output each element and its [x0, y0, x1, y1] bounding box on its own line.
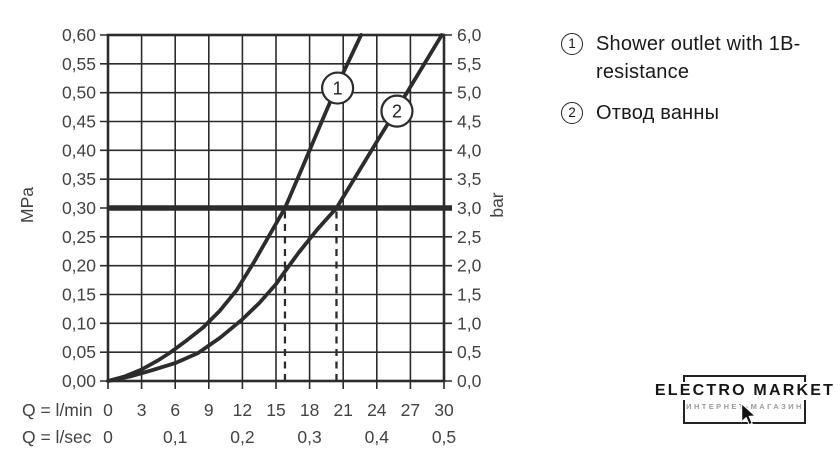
y-right-axis-title: bar [487, 192, 507, 217]
x-axis-unit-lsec: Q = l/sec [22, 427, 92, 447]
y-right-tick-label: 0,0 [457, 371, 482, 391]
y-right-tick-label: 3,5 [457, 169, 481, 189]
y-right-tick-label: 5,0 [457, 83, 482, 103]
y-left-tick-label: 0,15 [62, 285, 96, 305]
x-tick-label-lmin: 15 [266, 400, 285, 420]
mouse-cursor-icon [741, 403, 756, 426]
x-tick-label-lmin: 12 [233, 400, 252, 420]
y-right-tick-label: 4,5 [457, 112, 481, 132]
y-right-tick-label: 4,0 [457, 140, 482, 160]
legend: 1 Shower outlet with 1B- resistance 2 От… [561, 30, 829, 140]
axis-labels: 0,600,550,500,450,400,350,300,250,200,15… [17, 25, 507, 447]
y-right-tick-label: 0,5 [457, 342, 481, 362]
y-left-tick-label: 0,30 [62, 198, 96, 218]
y-left-tick-label: 0,60 [62, 25, 96, 45]
curve-1 [106, 33, 363, 383]
x-tick-label-lsec: 0,5 [432, 427, 456, 447]
y-left-tick-label: 0,35 [62, 169, 96, 189]
legend-marker-2-icon: 2 [561, 102, 583, 124]
x-tick-label-lmin: 3 [137, 400, 147, 420]
y-right-tick-label: 1,0 [457, 313, 482, 333]
legend-label-1: Shower outlet with 1B- resistance [596, 33, 801, 83]
logo-title: ELECTRO MARKET [651, 382, 839, 400]
y-left-tick-label: 0,10 [62, 313, 96, 333]
grid [100, 34, 452, 389]
x-axis-unit-lmin: Q = l/min [22, 400, 93, 420]
y-left-tick-label: 0,45 [62, 112, 96, 132]
y-left-tick-label: 0,00 [62, 371, 96, 391]
y-left-tick-label: 0,50 [62, 83, 96, 103]
legend-label-2: Отвод ванны [596, 102, 720, 124]
y-left-tick-label: 0,20 [62, 256, 96, 276]
y-right-tick-label: 3,0 [457, 198, 482, 218]
y-right-tick-label: 2,0 [457, 256, 482, 276]
flow-pressure-chart: 120,600,550,500,450,400,350,300,250,200,… [17, 25, 507, 447]
y-left-tick-label: 0,05 [62, 342, 96, 362]
x-tick-label-lmin: 30 [434, 400, 454, 420]
x-tick-label-lmin: 24 [367, 400, 387, 420]
y-left-axis-title: MPa [17, 187, 37, 223]
curve-2 [106, 33, 444, 383]
x-tick-label-lmin: 0 [103, 400, 113, 420]
y-right-tick-label: 1,5 [457, 285, 481, 305]
legend-item-2: 2 Отвод ванны [561, 99, 829, 127]
x-tick-label-lmin: 6 [170, 400, 180, 420]
curve-marker-2: 2 [380, 94, 414, 128]
dashed-guides [283, 208, 338, 381]
x-tick-label-lsec: 0,3 [297, 427, 321, 447]
x-tick-label-lsec: 0,1 [163, 427, 187, 447]
x-tick-label-lsec: 0,2 [230, 427, 254, 447]
legend-item-1: 1 Shower outlet with 1B- resistance [561, 30, 829, 86]
y-right-tick-label: 2,5 [457, 227, 481, 247]
curve-marker-1: 1 [321, 71, 355, 105]
x-tick-label-lmin: 9 [204, 400, 214, 420]
legend-marker-1-icon: 1 [561, 33, 583, 55]
x-tick-label-lmin: 21 [333, 400, 352, 420]
x-tick-label-lmin: 18 [300, 400, 319, 420]
svg-text:2: 2 [392, 102, 402, 122]
y-left-tick-label: 0,40 [62, 140, 96, 160]
x-tick-label-lsec: 0,4 [365, 427, 390, 447]
x-tick-label-lsec: 0 [103, 427, 113, 447]
y-left-tick-label: 0,25 [62, 227, 96, 247]
svg-text:1: 1 [333, 79, 343, 99]
y-right-tick-label: 5,5 [457, 54, 481, 74]
y-left-tick-label: 0,55 [62, 54, 96, 74]
y-right-tick-label: 6,0 [457, 25, 482, 45]
x-tick-label-lmin: 27 [401, 400, 420, 420]
electro-market-logo: ELECTRO MARKET ИНТЕРНЕТ-МАГАЗИН [651, 372, 839, 436]
